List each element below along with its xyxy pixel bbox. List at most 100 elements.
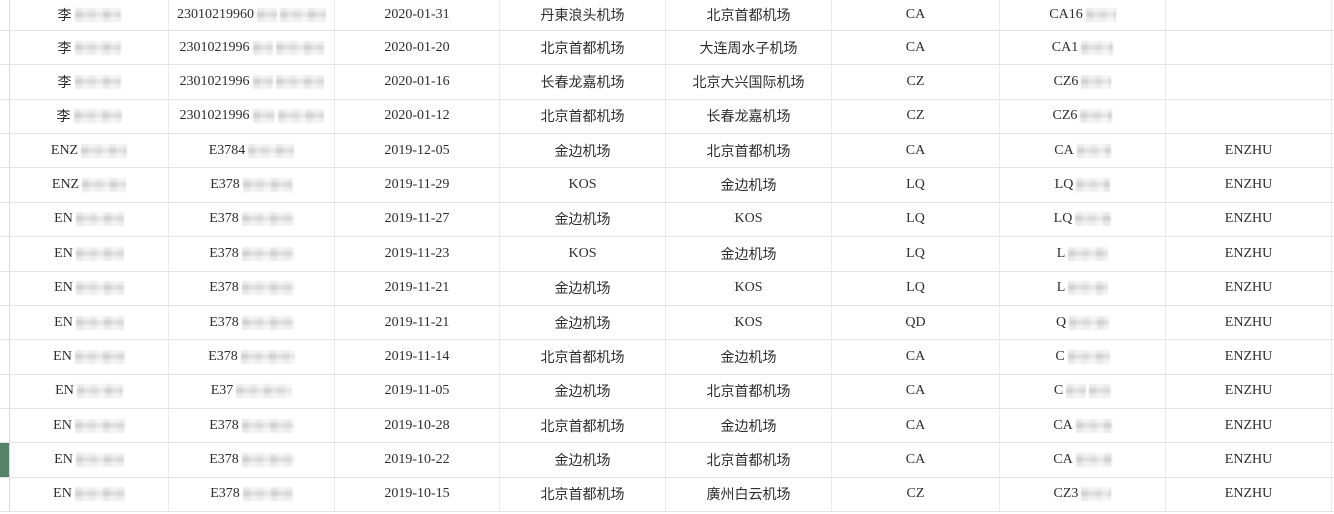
cell-airline-code[interactable]: CA bbox=[832, 134, 1000, 168]
cell-flight-number[interactable]: CA bbox=[1000, 408, 1166, 443]
cell-note[interactable] bbox=[1166, 65, 1332, 99]
cell-airline-code[interactable]: CA bbox=[832, 0, 1000, 30]
cell-arrival-airport[interactable]: 廣州白云机场 bbox=[666, 477, 832, 512]
cell-passenger-name[interactable]: EN bbox=[10, 477, 169, 512]
cell-arrival-airport[interactable]: 北京首都机场 bbox=[666, 443, 832, 477]
cell-airline-code[interactable]: CA bbox=[832, 31, 1000, 65]
cell-flight-date[interactable]: 2020-01-12 bbox=[335, 99, 500, 134]
cell-arrival-airport[interactable]: 金边机场 bbox=[666, 168, 832, 202]
cell-flight-number[interactable]: LQ bbox=[1000, 202, 1166, 237]
cell-arrival-airport[interactable]: KOS bbox=[666, 305, 832, 340]
cell-document-number[interactable]: 23010219960 bbox=[169, 0, 335, 30]
cell-flight-number[interactable]: CZ6 bbox=[1000, 99, 1166, 134]
cell-flight-number[interactable]: C bbox=[1000, 374, 1166, 408]
cell-flight-number[interactable]: CA16 bbox=[1000, 0, 1166, 30]
cell-flight-number[interactable]: Q bbox=[1000, 305, 1166, 340]
cell-flight-number[interactable]: C bbox=[1000, 340, 1166, 374]
cell-passenger-name[interactable]: ENZ bbox=[10, 168, 169, 202]
cell-departure-airport[interactable]: 北京首都机场 bbox=[500, 340, 666, 374]
cell-passenger-name[interactable]: EN bbox=[10, 443, 169, 477]
cell-flight-number[interactable]: CZ6 bbox=[1000, 65, 1166, 99]
cell-passenger-name[interactable]: ENZ bbox=[10, 134, 169, 168]
cell-arrival-airport[interactable]: 金边机场 bbox=[666, 408, 832, 443]
cell-flight-date[interactable]: 2019-10-22 bbox=[335, 443, 500, 477]
cell-note[interactable]: ENZHU bbox=[1166, 374, 1332, 408]
cell-note[interactable]: ENZHU bbox=[1166, 305, 1332, 340]
cell-departure-airport[interactable]: 北京首都机场 bbox=[500, 31, 666, 65]
cell-flight-date[interactable]: 2019-11-27 bbox=[335, 202, 500, 237]
cell-passenger-name[interactable]: EN bbox=[10, 374, 169, 408]
cell-note[interactable]: ENZHU bbox=[1166, 271, 1332, 305]
cell-departure-airport[interactable]: 金边机场 bbox=[500, 134, 666, 168]
cell-departure-airport[interactable]: 金边机场 bbox=[500, 374, 666, 408]
cell-flight-number[interactable]: CA1 bbox=[1000, 31, 1166, 65]
cell-flight-number[interactable]: L bbox=[1000, 237, 1166, 271]
cell-departure-airport[interactable]: KOS bbox=[500, 168, 666, 202]
cell-departure-airport[interactable]: 金边机场 bbox=[500, 202, 666, 237]
cell-note[interactable]: ENZHU bbox=[1166, 408, 1332, 443]
cell-note[interactable]: ENZHU bbox=[1166, 237, 1332, 271]
cell-airline-code[interactable]: CZ bbox=[832, 477, 1000, 512]
cell-passenger-name[interactable]: EN bbox=[10, 237, 169, 271]
cell-flight-date[interactable]: 2019-12-05 bbox=[335, 134, 500, 168]
cell-document-number[interactable]: E378 bbox=[169, 408, 335, 443]
cell-passenger-name[interactable]: 李 bbox=[10, 65, 169, 99]
table-row[interactable]: ENZ E3784 2019-12-05 金边机场 北京首都机场 CA CA E… bbox=[0, 134, 1334, 169]
cell-arrival-airport[interactable]: KOS bbox=[666, 202, 832, 237]
cell-flight-number[interactable]: L bbox=[1000, 271, 1166, 305]
cell-flight-date[interactable]: 2020-01-20 bbox=[335, 31, 500, 65]
cell-arrival-airport[interactable]: KOS bbox=[666, 271, 832, 305]
cell-note[interactable]: ENZHU bbox=[1166, 477, 1332, 512]
table-row[interactable]: EN E378 2019-11-14 北京首都机场 金边机场 CA C ENZH… bbox=[0, 340, 1334, 375]
cell-document-number[interactable]: 2301021996 bbox=[169, 99, 335, 134]
cell-note[interactable]: ENZHU bbox=[1166, 340, 1332, 374]
table-row[interactable]: EN E378 2019-11-21 金边机场 KOS LQ L ENZHU bbox=[0, 271, 1334, 306]
cell-arrival-airport[interactable]: 大连周水子机场 bbox=[666, 31, 832, 65]
cell-flight-date[interactable]: 2019-11-23 bbox=[335, 237, 500, 271]
cell-arrival-airport[interactable]: 金边机场 bbox=[666, 340, 832, 374]
table-row[interactable]: EN E378 2019-11-27 金边机场 KOS LQ LQ ENZHU bbox=[0, 202, 1334, 238]
cell-passenger-name[interactable]: 李 bbox=[10, 99, 169, 134]
cell-departure-airport[interactable]: 金边机场 bbox=[500, 271, 666, 305]
cell-arrival-airport[interactable]: 北京首都机场 bbox=[666, 0, 832, 30]
table-row[interactable]: 李 2301021996 2020-01-16 长春龙嘉机场 北京大兴国际机场 … bbox=[0, 65, 1334, 100]
table-row[interactable]: EN E378 2019-11-23 KOS 金边机场 LQ L ENZHU bbox=[0, 237, 1334, 272]
table-row[interactable]: 李 23010219960 2020-01-31 丹東浪头机场 北京首都机场 C… bbox=[0, 0, 1334, 31]
cell-flight-date[interactable]: 2019-10-28 bbox=[335, 408, 500, 443]
cell-airline-code[interactable]: CA bbox=[832, 443, 1000, 477]
cell-passenger-name[interactable]: 李 bbox=[10, 0, 169, 30]
cell-flight-number[interactable]: CZ3 bbox=[1000, 477, 1166, 512]
cell-airline-code[interactable]: CA bbox=[832, 374, 1000, 408]
cell-flight-date[interactable]: 2020-01-31 bbox=[335, 0, 500, 30]
cell-flight-date[interactable]: 2019-11-14 bbox=[335, 340, 500, 374]
cell-departure-airport[interactable]: 北京首都机场 bbox=[500, 99, 666, 134]
cell-note[interactable]: ENZHU bbox=[1166, 443, 1332, 477]
cell-departure-airport[interactable]: 丹東浪头机场 bbox=[500, 0, 666, 30]
cell-document-number[interactable]: E3784 bbox=[169, 134, 335, 168]
cell-flight-number[interactable]: LQ bbox=[1000, 168, 1166, 202]
cell-document-number[interactable]: 2301021996 bbox=[169, 65, 335, 99]
cell-arrival-airport[interactable]: 北京首都机场 bbox=[666, 134, 832, 168]
cell-document-number[interactable]: E378 bbox=[169, 477, 335, 512]
cell-note[interactable] bbox=[1166, 31, 1332, 65]
cell-airline-code[interactable]: LQ bbox=[832, 202, 1000, 237]
cell-arrival-airport[interactable]: 北京大兴国际机场 bbox=[666, 65, 832, 99]
cell-note[interactable] bbox=[1166, 0, 1332, 30]
cell-airline-code[interactable]: LQ bbox=[832, 271, 1000, 305]
table-row[interactable]: EN E378 2019-10-22 金边机场 北京首都机场 CA CA ENZ… bbox=[0, 443, 1334, 478]
cell-document-number[interactable]: E378 bbox=[169, 305, 335, 340]
cell-departure-airport[interactable]: 金边机场 bbox=[500, 305, 666, 340]
cell-departure-airport[interactable]: 北京首都机场 bbox=[500, 477, 666, 512]
cell-flight-date[interactable]: 2019-11-29 bbox=[335, 168, 500, 202]
cell-document-number[interactable]: E378 bbox=[169, 443, 335, 477]
table-row[interactable]: EN E378 2019-11-21 金边机场 KOS QD Q ENZHU bbox=[0, 305, 1334, 341]
cell-passenger-name[interactable]: EN bbox=[10, 340, 169, 374]
cell-note[interactable]: ENZHU bbox=[1166, 202, 1332, 237]
cell-departure-airport[interactable]: 金边机场 bbox=[500, 443, 666, 477]
cell-flight-date[interactable]: 2019-11-05 bbox=[335, 374, 500, 408]
cell-airline-code[interactable]: CZ bbox=[832, 99, 1000, 134]
table-row[interactable]: ENZ E378 2019-11-29 KOS 金边机场 LQ LQ ENZHU bbox=[0, 168, 1334, 203]
cell-flight-date[interactable]: 2019-11-21 bbox=[335, 305, 500, 340]
cell-document-number[interactable]: E378 bbox=[169, 271, 335, 305]
cell-passenger-name[interactable]: EN bbox=[10, 271, 169, 305]
